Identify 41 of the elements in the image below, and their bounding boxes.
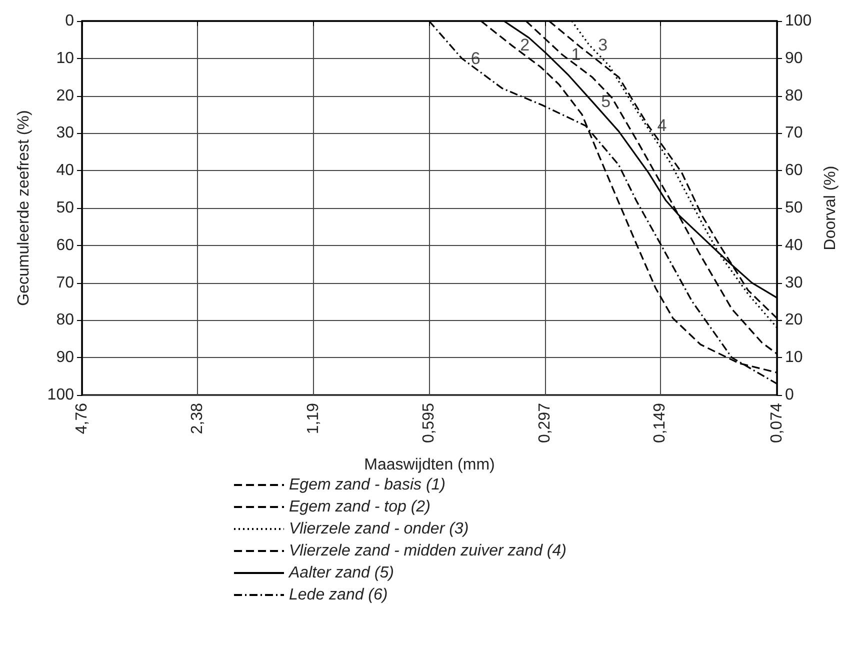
x-tick-label: 0,149	[652, 402, 669, 444]
y-tick-label: 50	[56, 200, 74, 216]
x-axis-title: Maaswijdten (mm)	[364, 456, 495, 474]
y2-tick-label: 60	[785, 162, 803, 180]
y2-tick-label: 20	[785, 312, 803, 329]
legend-label: Egem zand - top (2)	[289, 498, 430, 516]
legend-label: Aalter zand (5)	[288, 564, 394, 582]
y-tick-label: 80	[56, 312, 74, 329]
y2-tick-label: 80	[785, 87, 803, 104]
y-tick-label: 0	[65, 12, 74, 30]
legend-label: Egem zand - basis (1)	[289, 476, 446, 494]
y-tick-label: 10	[56, 50, 74, 67]
legend-label: Lede zand (6)	[289, 586, 388, 604]
x-tick-label: 2,38	[189, 402, 206, 434]
x-tick-label: 0,074	[768, 402, 786, 444]
y-tick-label: 70	[56, 274, 74, 292]
annotation: 5	[601, 92, 611, 111]
y-axis-title: Gecumuleerde zeefrest (%)	[16, 110, 32, 306]
y-tick-label: 100	[47, 386, 74, 404]
x-tick-label: 1,19	[304, 402, 322, 434]
y-tick-label: 40	[56, 162, 74, 180]
y2-tick-label: 90	[785, 50, 803, 67]
y2-tick-label: 10	[785, 349, 803, 366]
y2-tick-label: 40	[785, 236, 803, 254]
y-tick-label: 20	[56, 87, 74, 104]
x-tick-label: 0,297	[536, 402, 554, 444]
y2-tick-label: 30	[785, 274, 803, 292]
y-tick-label: 30	[56, 124, 74, 142]
y-tick-label: 60	[56, 236, 74, 254]
annotation: 2	[520, 35, 530, 54]
legend-label: Vlierzele zand - midden zuiver zand (4)	[289, 542, 566, 560]
y2-axis-title: Doorval (%)	[822, 166, 840, 250]
x-tick-label: 4,76	[74, 402, 90, 434]
x-tick-label: 0,595	[420, 402, 438, 444]
y2-tick-label: 70	[785, 124, 803, 142]
y2-tick-label: 100	[785, 12, 812, 30]
legend-label: Vlierzele zand - onder (3)	[289, 520, 469, 538]
annotation: 3	[598, 35, 608, 54]
y-tick-label: 90	[56, 349, 74, 366]
y2-tick-label: 50	[785, 200, 803, 216]
y2-tick-label: 0	[785, 386, 794, 404]
